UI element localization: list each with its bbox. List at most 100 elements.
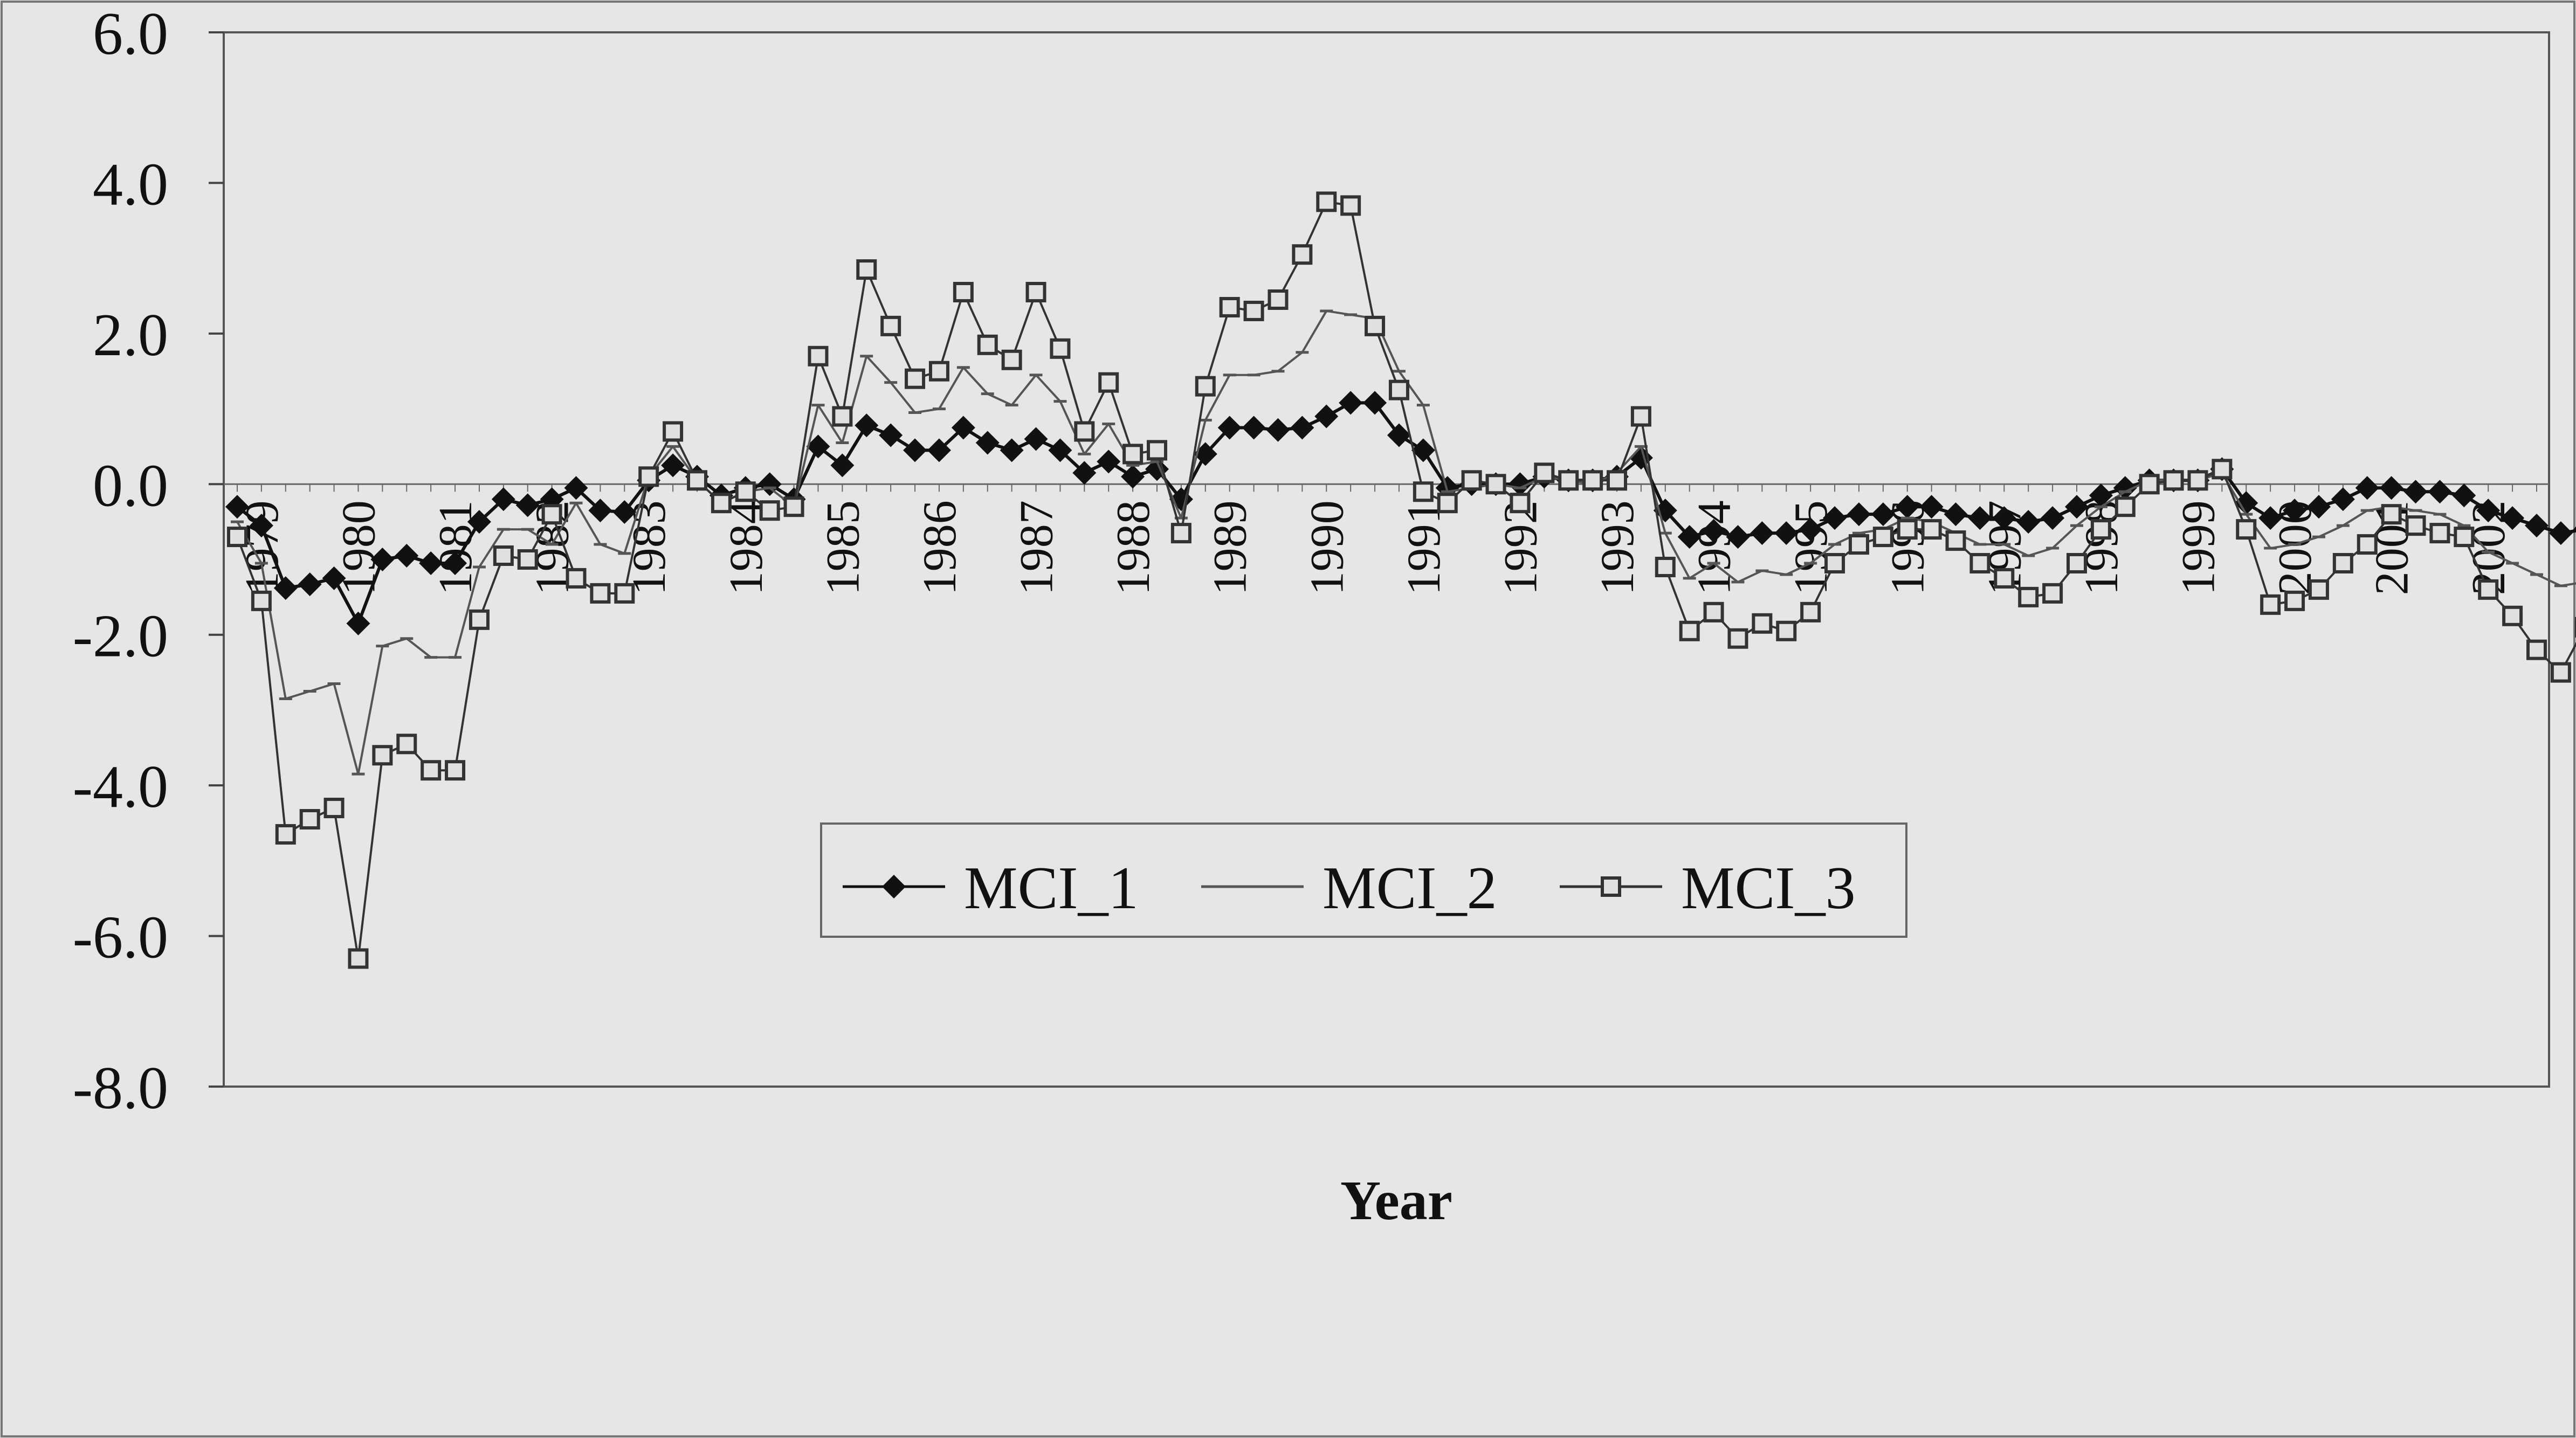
data-point: [832, 406, 853, 427]
data-point: [2114, 496, 2136, 517]
data-point: [396, 734, 417, 755]
series-mci-1: [225, 391, 2576, 635]
data-point: [1800, 602, 1821, 623]
data-point: [1388, 379, 1409, 400]
data-point: [663, 421, 684, 442]
data-point: [1921, 519, 1942, 540]
data-point: [2549, 521, 2573, 545]
data-point: [880, 315, 901, 336]
data-point: [491, 487, 515, 511]
data-point: [1508, 472, 1532, 496]
data-point: [1365, 315, 1386, 336]
y-tick-label: 4.0: [93, 151, 168, 218]
data-point: [638, 466, 659, 487]
data-point: [2525, 514, 2549, 538]
data-point: [2405, 515, 2426, 536]
data-point: [1074, 421, 1095, 442]
data-point: [1919, 495, 1944, 519]
data-point: [1558, 470, 1579, 491]
legend-label: MCI_1: [964, 855, 1139, 922]
data-point: [1945, 530, 1966, 551]
data-point: [1848, 534, 1869, 555]
data-point: [661, 453, 685, 478]
data-point: [2089, 483, 2113, 508]
data-point: [2502, 605, 2523, 626]
x-tick-label: 1985: [817, 500, 869, 595]
legend: MCI_1 MCI_2 MCI_3: [820, 822, 1907, 938]
data-point: [2187, 470, 2208, 491]
data-point: [2379, 476, 2403, 500]
data-point: [1268, 289, 1289, 310]
data-point: [2234, 491, 2258, 515]
y-tick-label: 0.0: [93, 452, 168, 519]
data-point: [879, 423, 903, 447]
data-point: [2478, 579, 2499, 600]
data-point: [1992, 506, 2016, 530]
data-point: [2090, 519, 2111, 540]
data-point: [273, 576, 298, 600]
data-point: [1824, 552, 1845, 573]
data-point: [1363, 391, 1387, 415]
data-point: [759, 500, 780, 521]
data-point: [1147, 440, 1167, 461]
data-point: [1098, 372, 1119, 393]
data-point: [515, 493, 540, 517]
data-point: [1243, 300, 1264, 321]
data-point: [1242, 416, 1266, 440]
data-point: [2331, 487, 2355, 511]
legend-entry: MCI_2: [1201, 855, 1497, 922]
data-point: [227, 527, 247, 548]
data-point: [2355, 476, 2379, 500]
data-point: [1339, 391, 1363, 415]
data-point: [1895, 495, 1919, 519]
data-point: [1534, 462, 1555, 483]
data-point: [2284, 590, 2305, 611]
data-point: [1485, 474, 1506, 495]
data-point: [372, 745, 393, 766]
data-point: [2526, 639, 2547, 660]
data-point: [927, 438, 951, 462]
data-point: [299, 809, 320, 830]
data-point: [1510, 493, 1531, 514]
x-tick-label: 1993: [1592, 500, 1644, 595]
data-point: [419, 551, 443, 575]
data-point: [298, 572, 322, 597]
x-tick-label: 1999: [2172, 500, 2224, 595]
data-point: [2212, 459, 2233, 480]
data-point: [1097, 450, 1121, 474]
data-point: [1823, 506, 1847, 530]
x-tick-label: 1986: [914, 500, 966, 595]
data-point: [1316, 191, 1337, 212]
data-point: [1752, 613, 1773, 634]
data-point: [1703, 602, 1724, 623]
data-point: [1702, 518, 1726, 543]
data-point: [275, 824, 296, 845]
data-point: [1000, 438, 1024, 462]
data-point: [370, 548, 395, 571]
data-point: [588, 499, 612, 523]
data-point: [566, 568, 587, 589]
data-point: [905, 368, 926, 389]
data-point: [1847, 502, 1871, 527]
data-point: [1968, 506, 1992, 530]
data-point: [1944, 502, 1968, 527]
data-point: [443, 551, 467, 575]
data-point: [1750, 521, 1774, 545]
data-point: [2454, 527, 2475, 548]
data-point: [2113, 476, 2137, 500]
data-point: [2332, 552, 2353, 573]
y-tick-label: -6.0: [73, 904, 168, 971]
legend-entry: MCI_1: [843, 855, 1139, 922]
data-point: [1025, 282, 1046, 303]
data-point: [2139, 474, 2160, 495]
data-point: [2258, 506, 2283, 530]
data-point: [1217, 416, 1242, 440]
data-point: [1024, 427, 1048, 451]
x-tick-label: 1987: [1011, 500, 1063, 595]
data-point: [2308, 579, 2329, 600]
x-tick-label: 1991: [1398, 500, 1450, 595]
y-tick-label: 6.0: [93, 1, 168, 67]
